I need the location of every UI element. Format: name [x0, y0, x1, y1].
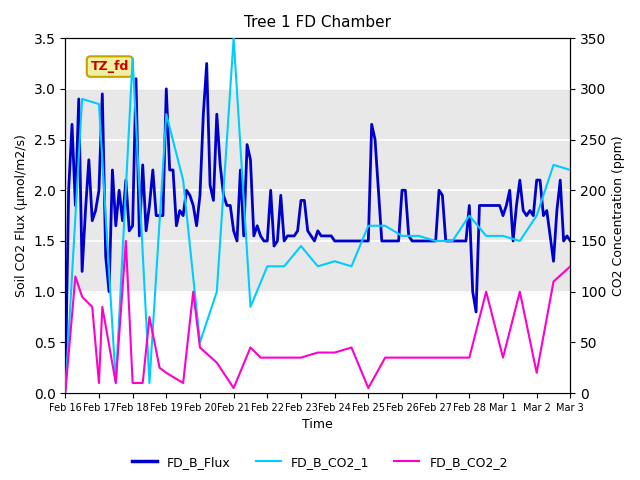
FD_B_CO2_2 — [314, 349, 322, 355]
FD_B_CO2_2 — [88, 304, 96, 310]
FD_B_CO2_1 — [196, 339, 204, 345]
FD_B_CO2_1 — [465, 213, 473, 218]
FD_B_CO2_2 — [331, 349, 339, 355]
FD_B_CO2_2 — [156, 365, 163, 371]
FD_B_CO2_2 — [550, 279, 557, 285]
Y-axis label: Soil CO2 Flux (μmol/m2/s): Soil CO2 Flux (μmol/m2/s) — [15, 134, 28, 297]
FD_B_CO2_1 — [112, 380, 120, 386]
FD_B_CO2_2 — [257, 355, 264, 360]
FD_B_CO2_2 — [78, 294, 86, 300]
FD_B_CO2_1 — [516, 238, 524, 244]
FD_B_CO2_1 — [213, 289, 221, 295]
FD_B_CO2_1 — [381, 223, 389, 228]
FD_B_CO2_2 — [61, 390, 69, 396]
FD_B_CO2_1 — [415, 233, 422, 239]
FD_B_CO2_2 — [72, 274, 79, 279]
FD_B_CO2_2 — [297, 355, 305, 360]
FD_B_Flux — [566, 238, 574, 244]
FD_B_CO2_1 — [348, 264, 355, 269]
FD_B_CO2_1 — [95, 101, 103, 107]
FD_B_CO2_1 — [499, 233, 507, 239]
FD_B_CO2_1 — [314, 264, 322, 269]
FD_B_CO2_1 — [533, 213, 541, 218]
FD_B_CO2_2 — [163, 370, 170, 376]
FD_B_CO2_1 — [146, 380, 154, 386]
FD_B_CO2_1 — [550, 162, 557, 168]
FD_B_CO2_1 — [432, 238, 440, 244]
Text: TZ_fd: TZ_fd — [90, 60, 129, 73]
FD_B_CO2_2 — [139, 380, 147, 386]
FD_B_Flux — [371, 137, 379, 143]
FD_B_Flux — [203, 60, 211, 66]
FD_B_CO2_2 — [566, 264, 574, 269]
FD_B_CO2_1 — [297, 243, 305, 249]
FD_B_CO2_2 — [465, 355, 473, 360]
FD_B_CO2_2 — [415, 355, 422, 360]
FD_B_CO2_1 — [398, 233, 406, 239]
Bar — [65, 89, 570, 292]
FD_B_CO2_2 — [122, 238, 130, 244]
FD_B_CO2_1 — [163, 111, 170, 117]
FD_B_CO2_2 — [364, 385, 372, 391]
FD_B_CO2_2 — [516, 289, 524, 295]
FD_B_CO2_2 — [432, 355, 440, 360]
FD_B_CO2_2 — [95, 380, 103, 386]
FD_B_CO2_2 — [533, 370, 541, 376]
FD_B_Flux — [310, 238, 318, 244]
FD_B_Flux — [385, 238, 392, 244]
FD_B_Flux — [243, 142, 251, 147]
FD_B_CO2_2 — [449, 355, 456, 360]
Line: FD_B_CO2_2: FD_B_CO2_2 — [65, 241, 570, 393]
FD_B_CO2_2 — [398, 355, 406, 360]
FD_B_CO2_2 — [112, 380, 120, 386]
FD_B_CO2_1 — [246, 304, 254, 310]
FD_B_CO2_1 — [78, 96, 86, 102]
FD_B_CO2_2 — [246, 345, 254, 350]
FD_B_CO2_1 — [331, 258, 339, 264]
FD_B_CO2_2 — [189, 289, 197, 295]
FD_B_CO2_2 — [381, 355, 389, 360]
FD_B_CO2_2 — [280, 355, 288, 360]
FD_B_Flux — [560, 238, 568, 244]
FD_B_CO2_2 — [348, 345, 355, 350]
Line: FD_B_CO2_1: FD_B_CO2_1 — [65, 38, 570, 393]
FD_B_CO2_1 — [264, 264, 271, 269]
Legend: FD_B_Flux, FD_B_CO2_1, FD_B_CO2_2: FD_B_Flux, FD_B_CO2_1, FD_B_CO2_2 — [127, 451, 513, 474]
FD_B_CO2_2 — [483, 289, 490, 295]
X-axis label: Time: Time — [303, 419, 333, 432]
Line: FD_B_Flux: FD_B_Flux — [65, 63, 570, 388]
FD_B_CO2_2 — [213, 360, 221, 366]
FD_B_Flux — [419, 238, 426, 244]
FD_B_CO2_2 — [230, 385, 237, 391]
FD_B_CO2_1 — [449, 238, 456, 244]
FD_B_CO2_1 — [179, 177, 187, 183]
FD_B_CO2_2 — [146, 314, 154, 320]
FD_B_Flux — [61, 385, 69, 391]
FD_B_CO2_2 — [196, 345, 204, 350]
FD_B_CO2_2 — [499, 355, 507, 360]
FD_B_CO2_1 — [280, 264, 288, 269]
Title: Tree 1 FD Chamber: Tree 1 FD Chamber — [244, 15, 391, 30]
FD_B_CO2_2 — [264, 355, 271, 360]
FD_B_CO2_2 — [99, 304, 106, 310]
FD_B_CO2_1 — [483, 233, 490, 239]
FD_B_CO2_1 — [566, 167, 574, 173]
FD_B_CO2_1 — [364, 223, 372, 228]
FD_B_CO2_1 — [61, 390, 69, 396]
FD_B_CO2_1 — [230, 35, 237, 41]
Y-axis label: CO2 Concentration (ppm): CO2 Concentration (ppm) — [612, 135, 625, 296]
FD_B_CO2_1 — [129, 56, 136, 61]
FD_B_CO2_2 — [179, 380, 187, 386]
FD_B_CO2_2 — [129, 380, 136, 386]
